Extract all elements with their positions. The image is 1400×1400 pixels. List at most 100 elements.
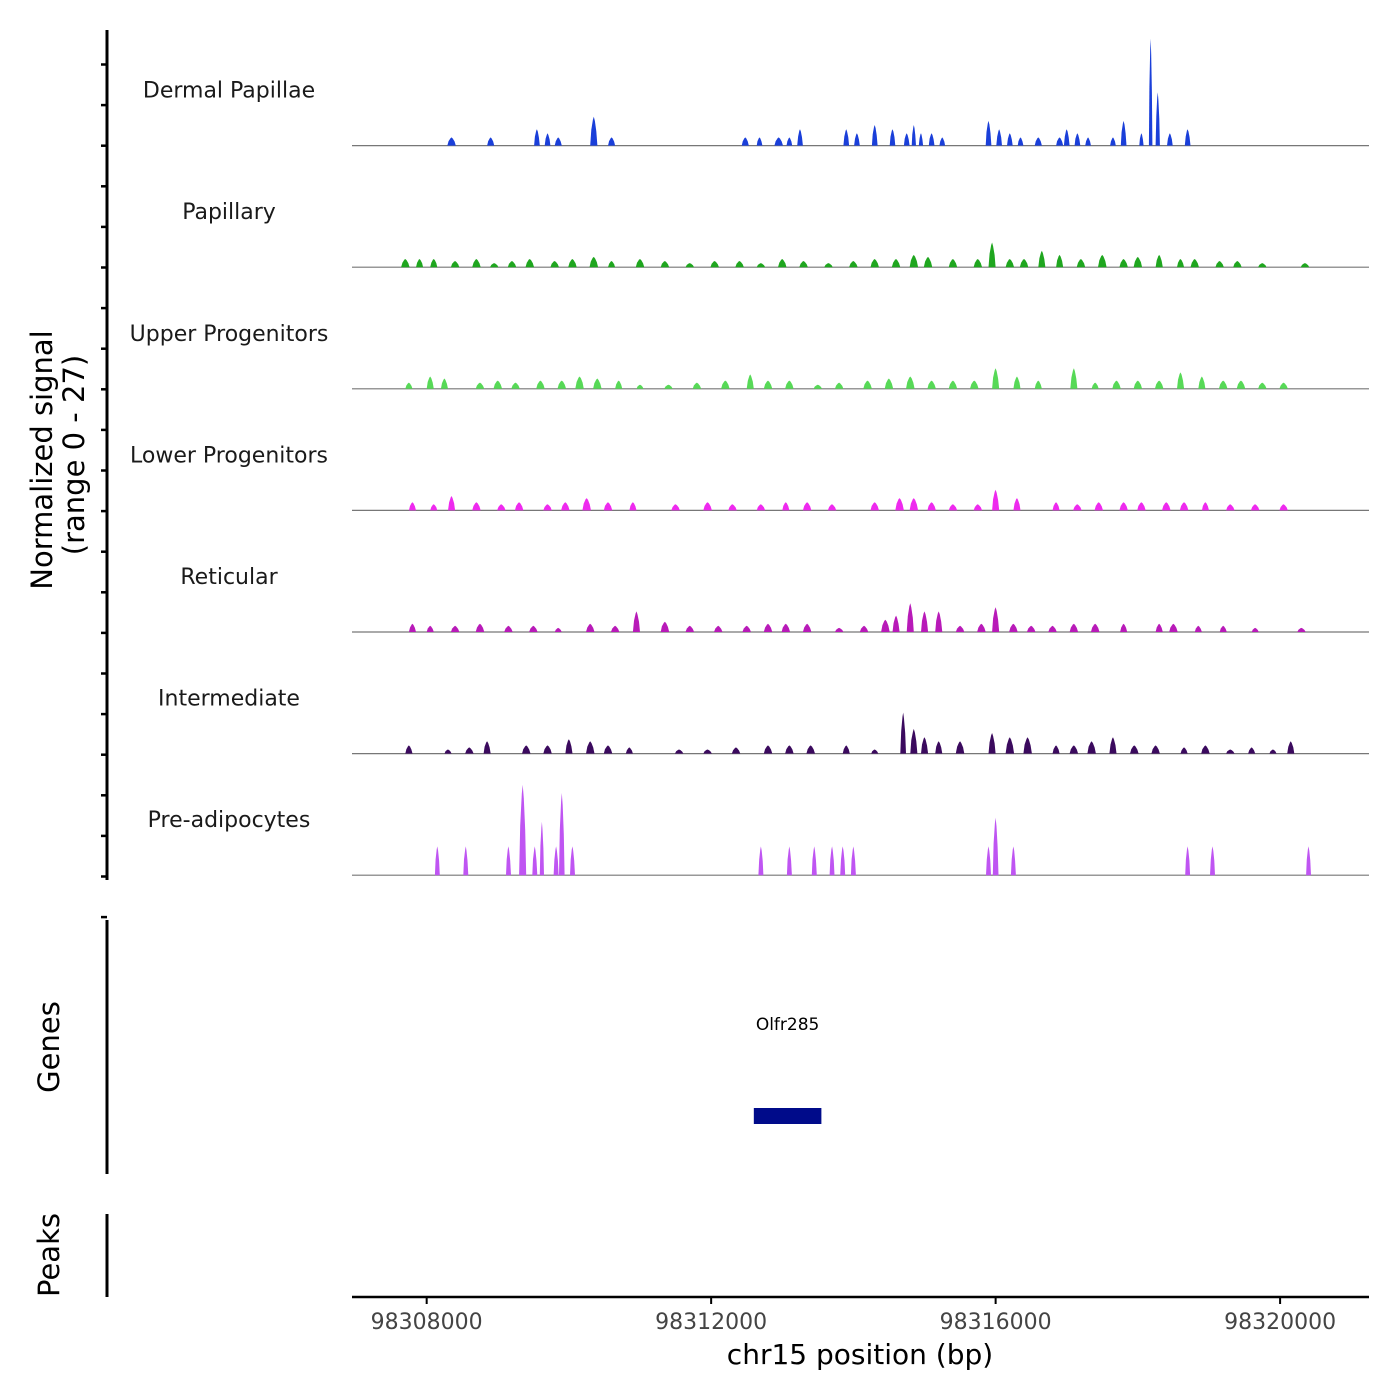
signal-peak bbox=[721, 380, 730, 389]
signal-peak bbox=[900, 712, 906, 754]
signal-peak bbox=[1076, 259, 1086, 268]
signal-peak bbox=[1130, 745, 1139, 754]
signal-peak bbox=[554, 627, 562, 632]
signal-peak bbox=[763, 745, 773, 754]
signal-peak bbox=[1110, 137, 1116, 146]
signal-peak bbox=[728, 504, 737, 511]
signal-peak bbox=[977, 623, 986, 632]
signal-peak bbox=[955, 625, 965, 632]
signal-peak bbox=[948, 259, 958, 268]
signal-peak bbox=[671, 504, 680, 511]
signal-peak bbox=[891, 259, 901, 268]
signal-peak bbox=[664, 384, 673, 389]
signal-peak bbox=[714, 625, 723, 632]
signal-peak bbox=[1119, 259, 1128, 268]
signal-peak bbox=[575, 376, 584, 389]
signal-peak bbox=[448, 496, 456, 511]
signal-peak bbox=[1154, 380, 1164, 389]
signal-peak bbox=[1236, 380, 1246, 389]
signal-peak bbox=[561, 502, 570, 511]
signal-peak bbox=[475, 623, 485, 632]
signal-peak bbox=[608, 261, 616, 268]
signal-peak bbox=[408, 502, 416, 511]
signal-peak bbox=[1177, 372, 1185, 389]
signal-peak bbox=[763, 380, 773, 389]
signal-peak bbox=[906, 376, 915, 389]
signal-peak bbox=[1074, 133, 1081, 146]
signal-peak bbox=[532, 846, 538, 876]
signal-y-ticks bbox=[101, 63, 107, 919]
signal-peak bbox=[1019, 259, 1029, 268]
track-label: Pre-adipocytes bbox=[148, 808, 311, 833]
signal-peak bbox=[746, 374, 754, 389]
signal-peak bbox=[731, 747, 741, 754]
signal-peak bbox=[1269, 749, 1277, 754]
signal-peak bbox=[539, 821, 544, 876]
signal-peak bbox=[465, 747, 474, 754]
signal-peak bbox=[785, 380, 794, 389]
signal-peak bbox=[849, 261, 858, 268]
signal-peak bbox=[778, 259, 787, 268]
signal-peak bbox=[504, 625, 513, 632]
signal-peak bbox=[927, 502, 936, 511]
signal-peak bbox=[889, 129, 896, 146]
signal-peak bbox=[1148, 38, 1153, 146]
signal-peak bbox=[1233, 261, 1242, 268]
signal-peak bbox=[1258, 382, 1267, 389]
signal-peak bbox=[842, 745, 850, 754]
signal-peak bbox=[703, 749, 712, 754]
signal-peak bbox=[829, 846, 835, 876]
signal-peak bbox=[909, 254, 919, 268]
track-pre-adipocytes: Pre-adipocytes bbox=[148, 784, 1369, 876]
signal-peak bbox=[1198, 376, 1206, 389]
signal-peak bbox=[1180, 747, 1188, 754]
signal-peak bbox=[1162, 502, 1171, 511]
signal-peak bbox=[921, 737, 929, 754]
signal-peak bbox=[608, 137, 616, 146]
signal-peak bbox=[635, 259, 645, 268]
signal-peak bbox=[1048, 625, 1057, 632]
signal-peak bbox=[660, 261, 670, 268]
signal-peak bbox=[892, 615, 900, 632]
signal-peak bbox=[685, 263, 695, 268]
signal-peak bbox=[1013, 498, 1021, 511]
signal-peak bbox=[603, 745, 613, 754]
signal-peak bbox=[811, 846, 817, 876]
signal-peak bbox=[741, 137, 749, 146]
signal-peak bbox=[490, 263, 499, 268]
signal-peak bbox=[1300, 263, 1310, 268]
signal-peak bbox=[909, 498, 919, 511]
signal-peak bbox=[483, 741, 491, 754]
signal-peak bbox=[802, 502, 812, 511]
signal-peak bbox=[1073, 504, 1082, 511]
signal-peak bbox=[487, 137, 495, 146]
signal-peak bbox=[782, 502, 790, 511]
signal-peak bbox=[870, 502, 879, 511]
signal-peak bbox=[1190, 259, 1199, 268]
signal-peak bbox=[1226, 749, 1235, 754]
signal-peak bbox=[1052, 745, 1060, 754]
signal-peak bbox=[692, 382, 702, 389]
signal-peak bbox=[615, 380, 623, 389]
signal-peak bbox=[1009, 623, 1018, 632]
signal-peak bbox=[948, 380, 958, 389]
signal-peak bbox=[1094, 502, 1103, 511]
signal-peak bbox=[834, 382, 844, 389]
signal-peak bbox=[554, 137, 562, 146]
signal-peak bbox=[870, 259, 879, 268]
signal-peak bbox=[923, 256, 933, 268]
signal-peak bbox=[834, 627, 844, 632]
signal-peak bbox=[1087, 741, 1096, 754]
signal-peak bbox=[763, 623, 773, 632]
signal-peak bbox=[685, 625, 695, 632]
signal-peak bbox=[1201, 745, 1210, 754]
signal-peak bbox=[992, 489, 1000, 511]
signal-peak bbox=[1026, 625, 1036, 632]
signal-peak bbox=[735, 261, 744, 268]
signal-peak bbox=[472, 502, 481, 511]
signal-peak bbox=[850, 846, 856, 876]
track-label: Reticular bbox=[180, 565, 278, 590]
signal-peak bbox=[1017, 137, 1024, 146]
signal-peak bbox=[1297, 627, 1306, 632]
signal-peak bbox=[1038, 250, 1046, 268]
